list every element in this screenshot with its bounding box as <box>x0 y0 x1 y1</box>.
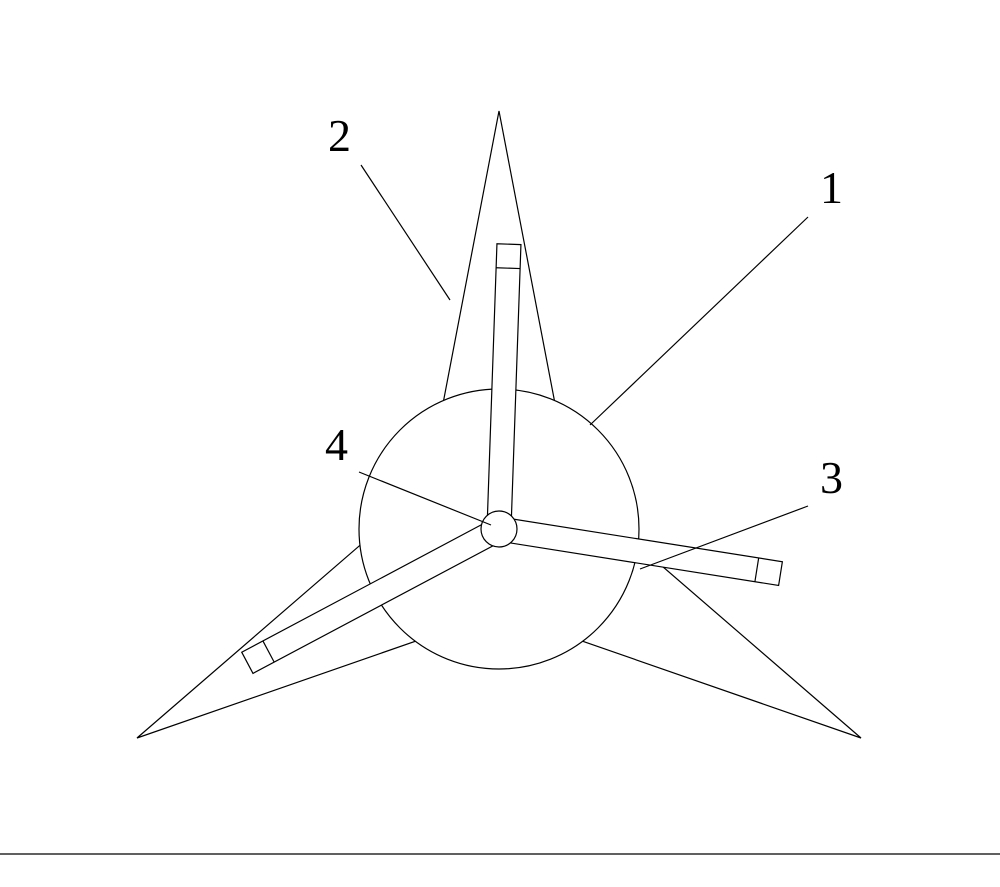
leader-2 <box>361 165 450 300</box>
label-1: 1 <box>820 162 843 213</box>
label-2: 2 <box>328 110 351 161</box>
diagram-canvas: 2 1 4 3 <box>0 0 1000 887</box>
rod-cap-1 <box>496 268 520 269</box>
label-3: 3 <box>820 452 843 503</box>
center-pin <box>481 511 517 547</box>
leader-1 <box>590 217 808 425</box>
label-4: 4 <box>325 419 348 470</box>
